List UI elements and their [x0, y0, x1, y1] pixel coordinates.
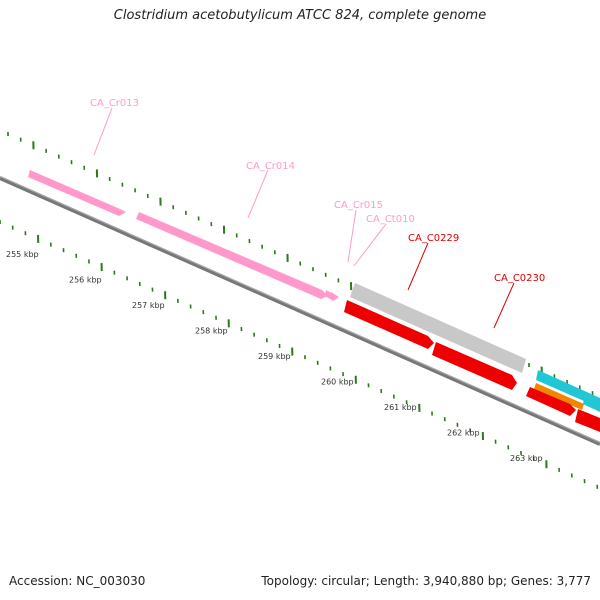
gene-feature-red-right-1[interactable]: [526, 387, 576, 416]
tick-label: 262 kbp: [447, 429, 480, 438]
leader-CA_Cr013: [93, 107, 113, 156]
gene-feature-CA_C0230[interactable]: [432, 342, 517, 390]
genome-backbone-highlight: [0, 176, 600, 443]
inner-tick-ring: [0, 219, 599, 489]
gene-label-CA_Cr013: CA_Cr013: [90, 98, 139, 109]
tick-label: 255 kbp: [6, 250, 39, 259]
summary-text: Topology: circular; Length: 3,940,880 bp…: [261, 574, 591, 588]
leader-CA_C0230: [493, 282, 515, 329]
gene-feature-CA_Cr014[interactable]: [136, 212, 328, 299]
gene-feature-CA_C0229-grey[interactable]: [350, 283, 526, 373]
gene-label-CA_C0230: CA_C0230: [494, 273, 545, 284]
map-title: Clostridium acetobutylicum ATCC 824, com…: [113, 8, 487, 23]
leader-CA_Ct010: [353, 223, 387, 267]
gene-feature-CA_C0229[interactable]: [344, 300, 434, 349]
genome-backbone: [0, 176, 600, 446]
gene-label-CA_Cr015: CA_Cr015: [334, 200, 383, 211]
gene-feature-orange[interactable]: [534, 383, 584, 410]
accession-text: Accession: NC_003030: [9, 574, 146, 588]
gene-label-CA_Ct010: CA_Ct010: [366, 214, 415, 225]
leader-CA_C0229: [407, 242, 429, 291]
tick-label: 256 kbp: [69, 276, 102, 285]
tick-label: 261 kbp: [384, 403, 417, 412]
tick-label: 260 kbp: [321, 378, 354, 387]
gene-label-CA_C0229: CA_C0229: [408, 233, 459, 244]
tick-label: 258 kbp: [195, 327, 228, 336]
tick-label: 259 kbp: [258, 352, 291, 361]
gene-feature-CA_Ct010[interactable]: [329, 292, 339, 301]
tick-label: 257 kbp: [132, 301, 165, 310]
gene-feature-CA_Cr013[interactable]: [28, 170, 126, 216]
tick-label: 263 kbp: [510, 454, 543, 463]
leader-CA_Cr014: [247, 169, 269, 219]
leader-CA_Cr015: [347, 209, 357, 263]
gene-feature-red-right-2[interactable]: [575, 409, 600, 432]
gene-feature-cyan-forward-2[interactable]: [583, 392, 600, 412]
gene-label-CA_Cr014: CA_Cr014: [246, 161, 295, 172]
